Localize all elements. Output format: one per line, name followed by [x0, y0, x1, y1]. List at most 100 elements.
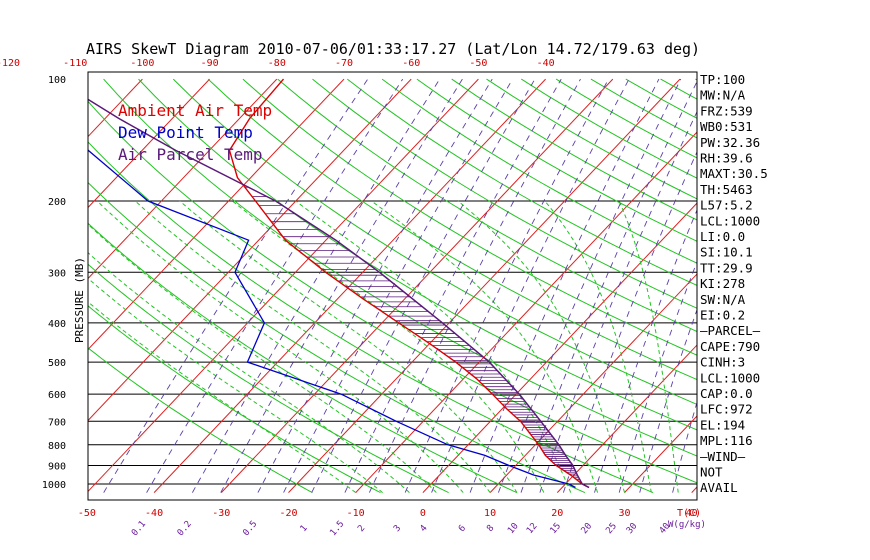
stat-line: CAPE:790	[700, 339, 760, 354]
bottom-temp-tick-label: 30	[618, 508, 630, 519]
isotherm--110	[0, 79, 75, 493]
dry-adiabat-260	[835, 79, 870, 493]
stat-line: SW:N/A	[700, 292, 746, 307]
mixing-ratio-label: 25	[604, 521, 619, 536]
bottom-temp-tick-label: -20	[279, 508, 297, 519]
stat-line: MPL:116	[700, 433, 753, 448]
pressure-tick-label: 500	[48, 358, 66, 369]
mixing-ratio-label: 3	[392, 523, 403, 534]
stat-line: EI:0.2	[700, 308, 745, 323]
stat-line: L57:5.2	[700, 198, 753, 213]
pressure-tick-label: 100	[48, 75, 66, 86]
mixing-ratio-label: 10	[506, 521, 521, 536]
stat-line: —WIND—	[700, 449, 746, 464]
mixing-ratio-line-0.1	[146, 78, 404, 493]
stats-panel: TP:100MW:N/AFRZ:539WB0:531PW:32.36RH:39.…	[700, 72, 768, 495]
mixing-ratio-label: 4	[418, 523, 429, 534]
stat-line: —PARCEL—	[700, 323, 761, 338]
stat-line: NOT	[700, 465, 723, 480]
pressure-tick-label: 1000	[42, 480, 66, 491]
moist-adiabat--6	[88, 277, 383, 493]
bottom-temp-tick-label: -10	[347, 508, 365, 519]
mixing-ratio-label: 30	[625, 521, 640, 536]
isotherm--80	[88, 78, 278, 280]
mixing-ratio-label: 0.1	[130, 519, 148, 538]
mixing-ratio-line-0.05	[103, 78, 369, 493]
stat-line: MW:N/A	[700, 88, 746, 103]
pressure-tick-label: 200	[48, 197, 66, 208]
top-temp-tick-label: -40	[537, 58, 555, 69]
stat-line: SI:10.1	[700, 245, 753, 260]
top-temp-tick-label: -70	[335, 58, 353, 69]
stat-line: WB0:531	[700, 119, 753, 134]
ambient-temp-line	[228, 78, 590, 489]
dry-adiabat-80	[207, 78, 697, 381]
dry-adiabat--20	[88, 347, 313, 494]
dry-adiabat-130	[381, 78, 697, 264]
stat-line: EL:194	[700, 417, 745, 432]
isotherm-10	[489, 273, 697, 493]
plot-frame	[87, 71, 698, 501]
mixing-ratio-line-0.3	[220, 78, 463, 493]
isotherm-30	[624, 415, 697, 493]
bottom-temp-tick-label: -40	[145, 508, 163, 519]
mixing-ratio-label: 1	[299, 523, 310, 534]
isotherm--30	[220, 78, 614, 493]
stat-line: MAXT:30.5	[700, 166, 768, 181]
dry-adiabat--10	[88, 305, 381, 494]
axis-labels: 1002003004005006007008009001000PRESSURE …	[0, 58, 706, 538]
pressure-tick-label: 900	[48, 461, 66, 472]
stat-line: KI:278	[700, 276, 745, 291]
stat-line: TH:5463	[700, 182, 753, 197]
moist-adiabat-10	[134, 200, 491, 493]
chart-title: AIRS SkewT Diagram 2010-07-06/01:33:17.2…	[86, 40, 700, 58]
stat-line: PW:32.36	[700, 135, 760, 150]
dew-point-line	[88, 148, 576, 489]
pressure-tick-label: 300	[48, 268, 66, 279]
top-temp-tick-label: -80	[268, 58, 286, 69]
moist-adiabat-38	[618, 200, 679, 493]
top-temp-tick-label: -100	[130, 58, 154, 69]
mixing-ratio-line-0.7	[283, 78, 513, 493]
dry-adiabat-170	[521, 78, 697, 179]
isotherm--70	[88, 78, 345, 351]
mixing-ratio-line-8	[497, 78, 682, 493]
moist-adiabat-34	[544, 200, 652, 493]
moist-adiabat--10	[88, 301, 357, 493]
pressure-tick-label: 800	[48, 441, 66, 452]
mixing-ratio-line-12	[539, 110, 697, 493]
legend: Ambient Air Temp Dew Point Temp Air Parc…	[118, 101, 272, 164]
stat-line: LI:0.0	[700, 229, 745, 244]
mixing-ratio-line-1	[311, 78, 536, 493]
mixing-ratio-label: 8	[485, 523, 496, 534]
mixing-ratio-label: 0.5	[241, 519, 259, 538]
parcel-temp-line	[88, 98, 590, 489]
moist-adiabat-30	[457, 200, 625, 493]
profile-lines	[88, 78, 590, 489]
stat-line: LCL:1000	[700, 370, 760, 385]
mixing-ratio-label: 12	[525, 521, 540, 536]
legend-air-parcel-temp: Air Parcel Temp	[118, 145, 263, 164]
mixing-ratio-line-25	[618, 260, 697, 493]
mixing-ratio-line-0.2	[192, 78, 441, 493]
isotherm-50	[759, 79, 870, 493]
stat-line: TP:100	[700, 72, 745, 87]
isotherm--120	[0, 79, 8, 493]
bottom-temp-tick-label: 10	[484, 508, 496, 519]
isotherm--90	[88, 78, 210, 209]
dry-adiabat-210	[660, 78, 697, 100]
isotherm--40	[153, 78, 546, 493]
stat-line: FRZ:539	[700, 103, 753, 118]
legend-dew-point-temp: Dew Point Temp	[118, 123, 253, 142]
top-temp-tick-label: -110	[63, 58, 87, 69]
stat-line: LCL:1000	[700, 213, 760, 228]
bottom-temp-tick-label: 40	[686, 508, 698, 519]
top-temp-tick-label: -120	[0, 58, 20, 69]
moist-adiabat-2	[88, 223, 437, 493]
dry-adiabat-10	[88, 222, 518, 494]
bottom-temp-tick-label: 0	[420, 508, 426, 519]
mixing-ratio-line-30	[639, 308, 697, 493]
dry-adiabat-240	[765, 79, 870, 493]
dry-adiabat-120	[346, 78, 697, 287]
